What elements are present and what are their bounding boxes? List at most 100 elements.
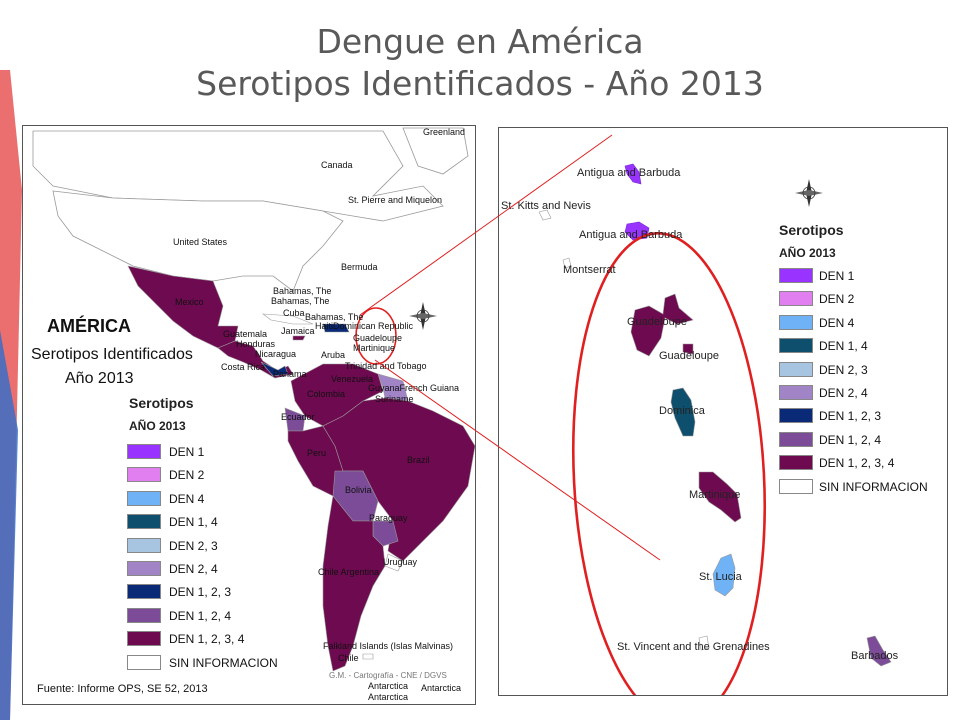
island-label-barbados: Barbados <box>851 650 899 662</box>
legend-swatch <box>127 514 161 530</box>
right-legend-label: DEN 2, 3 <box>819 362 868 377</box>
map-label-antarctica-3: Antarctica <box>368 692 409 702</box>
island-label-martinique: Martinique <box>689 489 741 501</box>
antigua-shape-1 <box>624 163 642 185</box>
right-legend-swatch <box>779 338 813 354</box>
right-legend-label: DEN 2, 4 <box>819 386 868 400</box>
island-label-st-lucia: St. Lucia <box>699 571 742 583</box>
compass-rose-icon <box>795 179 823 207</box>
slide-title: Dengue en América <box>316 22 644 61</box>
legend-label: DEN 1, 2, 3 <box>169 585 232 600</box>
martinique-shape <box>698 471 742 523</box>
map-label-uruguay: Uruguay <box>383 557 418 567</box>
right-legend-year: AÑO 2013 <box>779 246 836 260</box>
right-legend-label: DEN 1, 2, 4 <box>819 432 882 447</box>
right-legend-label: DEN 1, 2, 3, 4 <box>819 456 895 471</box>
caribbean-zoom-panel: Antigua and Barbuda St. Kitts and Nevis … <box>498 127 948 696</box>
right-legend-swatch <box>779 385 813 400</box>
right-legend-label: DEN 1, 4 <box>819 339 868 354</box>
map-label-guadeloupe: Guadeloupe <box>353 333 403 343</box>
credit-note: G.M. - Cartografía - CNE / DGVS <box>329 671 447 680</box>
slide-subtitle: Serotipos Identificados - Año 2013 <box>196 64 764 103</box>
right-legend-label: DEN 1, 2, 3 <box>819 409 882 424</box>
map-label-jamaica: Jamaica <box>281 326 315 336</box>
dominica-shape <box>670 387 696 437</box>
legend-label: DEN 1, 4 <box>169 515 218 530</box>
island-label-dominica: Dominica <box>659 405 705 417</box>
map-label-chile-argentina: Chile Argentina <box>318 567 380 577</box>
map-label-cuba: Cuba <box>283 308 305 318</box>
right-legend-title: Serotipos <box>779 222 844 238</box>
right-legend-swatch <box>779 478 813 494</box>
map-label-ecuador: Ecuador <box>281 412 315 422</box>
map-label-colombia: Colombia <box>307 389 346 399</box>
americas-map <box>32 127 475 672</box>
right-legend-label: DEN 1 <box>819 269 855 283</box>
map-label-united-states: United States <box>173 237 228 247</box>
map-label-bahamas-3: Bahamas, The <box>305 312 364 322</box>
map-label-antarctica-1: Antarctica <box>368 681 409 691</box>
legend-swatch <box>127 631 161 647</box>
map-label-honduras: Honduras <box>236 339 276 349</box>
right-legend-swatch <box>779 455 813 471</box>
guadeloupe-shape <box>630 293 694 357</box>
map-label-bolivia: Bolivia <box>345 485 372 495</box>
map-label-aruba: Aruba <box>321 350 346 360</box>
map-label-bahamas-2: Bahamas, The <box>271 296 330 306</box>
map-label-venezuela: Venezuela <box>331 374 374 384</box>
island-label-guadeloupe-1: Guadeloupe <box>627 316 687 328</box>
map-label-bermuda: Bermuda <box>341 262 378 272</box>
map-label-guatemala: Guatemala <box>223 329 268 339</box>
americas-map-panel: Greenland Canada St. Pierre and Miquelon… <box>22 125 476 705</box>
slide-left-decoration <box>0 70 22 720</box>
map-heading: AMÉRICA <box>47 316 131 336</box>
right-legend-swatch <box>779 291 813 307</box>
legend-swatch <box>127 537 161 553</box>
right-legend-label: DEN 4 <box>819 315 855 330</box>
island-label-st-vincent: St. Vincent and the Grenadines <box>617 641 770 653</box>
map-subheading: Serotipos Identificados <box>31 346 193 363</box>
legend-label: DEN 1 <box>169 445 205 459</box>
map-label-costa-rica: Costa Rica <box>221 362 266 372</box>
map-label-bahamas-1: Bahamas, The <box>273 286 332 296</box>
map-label-guyana: GuyanaFrench Guiana <box>368 383 460 393</box>
costa-rica-panama-shape <box>260 361 289 377</box>
right-legend-swatch <box>779 361 813 377</box>
legend-swatch <box>127 467 161 483</box>
cuba-shape <box>262 313 314 325</box>
source-note: Fuente: Informe OPS, SE 52, 2013 <box>37 683 208 695</box>
right-legend-swatch <box>779 431 813 447</box>
falkland-shape <box>362 653 374 660</box>
island-label-montserrat: Montserrat <box>563 264 616 276</box>
guadeloupe-shape-small <box>682 343 694 355</box>
map-label-paraguay: Paraguay <box>369 513 408 523</box>
map-label-suriname: Suriname <box>375 394 414 404</box>
map-label-peru: Peru <box>307 448 327 458</box>
map-label-antarctica-2: Antarctica <box>421 683 462 693</box>
barbados-shape <box>866 635 892 667</box>
map-label-haiti: HaitiDominican Republic <box>315 321 414 331</box>
island-label-guadeloupe-2: Guadeloupe <box>659 350 719 362</box>
right-legend-swatch <box>779 408 813 424</box>
map-label-falkland: Falkland Islands (Islas Malvinas) <box>323 641 454 651</box>
map-label-chile: Chile <box>338 653 359 663</box>
map-label-martinique: Martinique <box>353 343 396 353</box>
map-label-mexico: Mexico <box>175 297 204 307</box>
legend-label: DEN 4 <box>169 491 205 506</box>
island-label-st-kitts: St. Kitts and Nevis <box>501 200 591 212</box>
map-label-nicaragua: Nicaragua <box>255 349 297 359</box>
map-year: Año 2013 <box>65 370 134 387</box>
legend-label: DEN 2, 4 <box>169 562 218 576</box>
jamaica-shape <box>292 335 306 341</box>
map-label-greenland: Greenland <box>423 127 466 137</box>
legend-label: DEN 2, 3 <box>169 538 218 553</box>
right-legend-label: DEN 2 <box>819 292 855 307</box>
legend-swatch <box>127 490 161 506</box>
st-lucia-shape <box>712 553 736 597</box>
united-states-shape <box>52 190 344 292</box>
legend-swatch <box>127 607 161 623</box>
argentina-chile-shape <box>322 495 386 672</box>
right-legend-swatch <box>779 314 813 330</box>
right-legend-swatch <box>779 268 813 283</box>
hispaniola-shape <box>322 323 350 333</box>
